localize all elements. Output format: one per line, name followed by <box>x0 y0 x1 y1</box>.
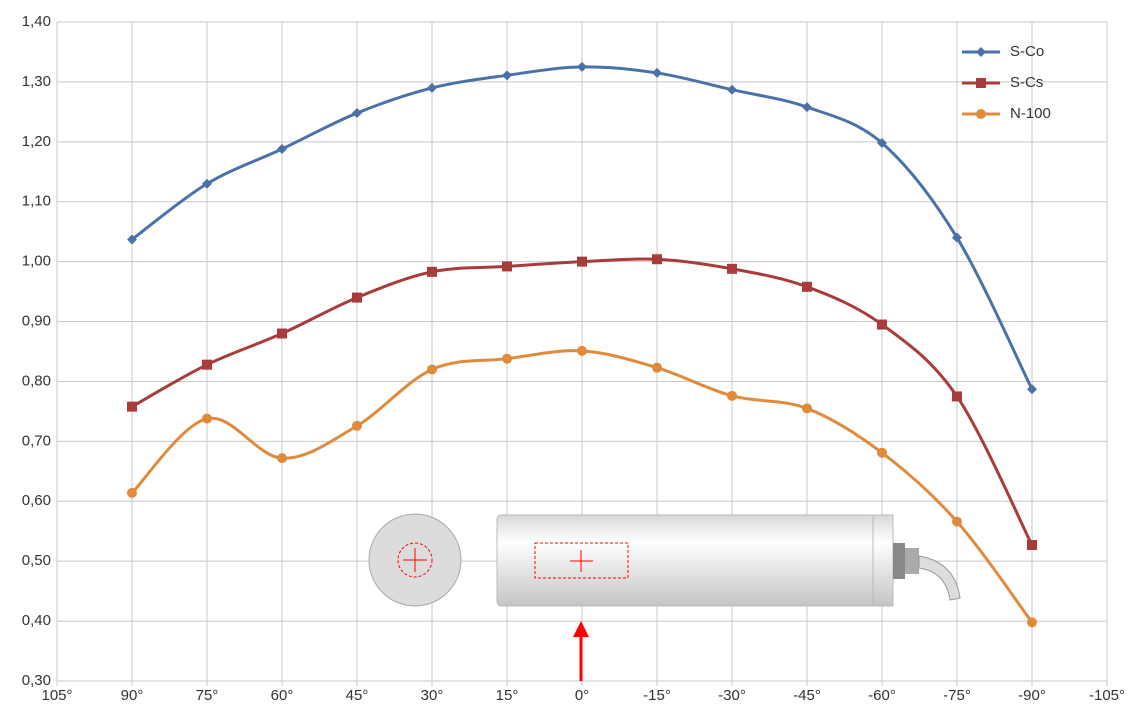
y-tick-label: 0,60 <box>22 492 51 509</box>
x-tick-label: -105° <box>1089 687 1125 704</box>
marker <box>802 403 812 414</box>
marker <box>502 353 512 364</box>
marker <box>877 138 887 149</box>
legend-marker <box>976 47 986 57</box>
x-tick-label: 0° <box>575 687 589 704</box>
marker <box>1027 617 1037 628</box>
sensor-illustration <box>368 513 961 681</box>
marker <box>577 345 587 356</box>
marker <box>502 261 512 272</box>
marker <box>1027 540 1037 551</box>
marker <box>877 447 887 458</box>
y-tick-label: 1,00 <box>22 253 51 270</box>
x-tick-label: -15° <box>643 687 671 704</box>
x-tick-label: 15° <box>496 687 519 704</box>
x-tick-label: 45° <box>346 687 369 704</box>
x-tick-label: 30° <box>421 687 444 704</box>
marker <box>277 144 287 155</box>
x-tick-label: 90° <box>121 687 144 704</box>
x-tick-label: 60° <box>271 687 294 704</box>
y-tick-label: 0,80 <box>22 372 51 389</box>
marker <box>127 401 137 412</box>
marker <box>427 266 437 277</box>
marker <box>652 362 662 373</box>
marker <box>502 70 512 81</box>
marker <box>802 102 812 113</box>
marker <box>352 420 362 431</box>
x-tick-label: -90° <box>1018 687 1046 704</box>
x-tick-label: 75° <box>196 687 219 704</box>
y-tick-label: 0,50 <box>22 552 51 569</box>
marker <box>652 67 662 78</box>
marker <box>127 487 137 498</box>
plot: S-Co S-Cs N-100 <box>127 43 1051 628</box>
marker <box>202 413 212 424</box>
marker <box>577 61 587 72</box>
y-tick-label: 0,70 <box>22 432 51 449</box>
marker <box>727 84 737 95</box>
marker <box>427 364 437 375</box>
marker <box>202 359 212 370</box>
y-tick-label: 1,30 <box>22 73 51 90</box>
marker <box>952 391 962 402</box>
legend-label: S-Cs <box>1010 74 1043 91</box>
y-tick-label: 0,30 <box>22 672 51 689</box>
marker <box>802 281 812 292</box>
legend-label: N-100 <box>1010 105 1051 122</box>
marker <box>727 390 737 401</box>
legend-marker <box>976 109 986 119</box>
y-tick-label: 1,20 <box>22 133 51 150</box>
x-tick-label: -60° <box>868 687 896 704</box>
marker <box>352 292 362 303</box>
legend-marker <box>976 78 986 88</box>
y-tick-label: 0,40 <box>22 612 51 629</box>
marker <box>277 453 287 464</box>
marker <box>952 232 962 243</box>
marker <box>427 82 437 93</box>
marker <box>952 516 962 527</box>
x-tick-label: -30° <box>718 687 746 704</box>
marker <box>277 328 287 339</box>
marker <box>577 256 587 267</box>
x-tick-label: -75° <box>943 687 971 704</box>
marker <box>127 234 137 245</box>
x-tick-label: 105° <box>41 687 72 704</box>
marker <box>727 263 737 274</box>
legend-label: S-Co <box>1010 43 1044 60</box>
x-tick-label: -45° <box>793 687 821 704</box>
y-tick-label: 1,10 <box>22 193 51 210</box>
marker <box>352 108 362 119</box>
marker <box>1027 384 1037 395</box>
marker <box>877 319 887 330</box>
marker <box>202 178 212 189</box>
y-tick-label: 0,90 <box>22 313 51 330</box>
y-tick-label: 1,40 <box>22 13 51 30</box>
marker <box>652 254 662 265</box>
